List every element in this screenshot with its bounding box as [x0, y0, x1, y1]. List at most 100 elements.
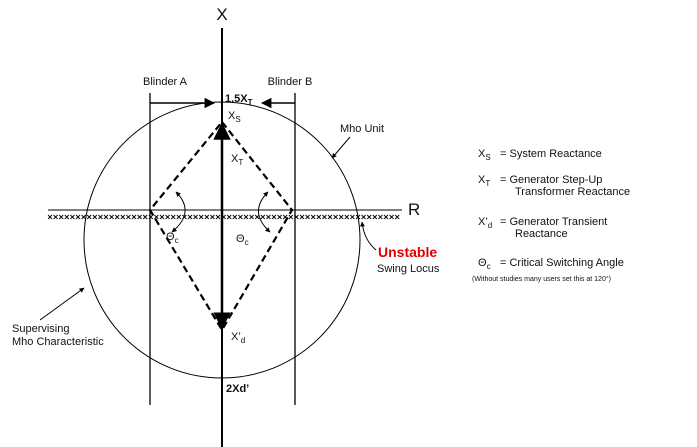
locus-cross	[137, 214, 142, 220]
locus-cross	[394, 214, 400, 220]
locus-cross	[333, 214, 338, 220]
locus-cross	[288, 214, 294, 220]
sym: X	[478, 148, 486, 160]
locus-cross	[210, 214, 215, 220]
locus-cross	[254, 214, 260, 220]
sym: Θ	[166, 231, 175, 243]
sym-sub: S	[235, 115, 240, 124]
locus-cross	[299, 214, 305, 220]
diamond	[148, 120, 294, 333]
legend-text: = Generator Transient	[500, 216, 607, 228]
locus-cross	[350, 214, 355, 220]
mho-unit-label: Mho Unit	[340, 123, 384, 135]
sym: Θ	[236, 233, 245, 245]
blinder-a-label: Blinder A	[143, 76, 188, 88]
mho-unit-arrow	[331, 136, 351, 159]
locus-cross	[86, 214, 92, 220]
legend-symbol: XT	[478, 174, 490, 188]
locus-cross	[58, 214, 64, 220]
locus-cross	[322, 214, 327, 220]
mho-circle	[83, 101, 361, 379]
locus-cross	[70, 214, 75, 220]
top-label-main: 1.5X	[225, 93, 248, 105]
locus-cross	[282, 214, 288, 220]
locus-cross	[187, 214, 193, 220]
angle-arc	[258, 191, 271, 233]
locus-cross	[316, 214, 322, 220]
locus-cross	[266, 214, 271, 220]
locus-cross	[260, 214, 266, 220]
sym-sub: d	[241, 336, 245, 345]
locus-cross	[109, 214, 114, 220]
sym: X’	[478, 216, 488, 228]
locus-cross	[271, 214, 277, 220]
locus-cross	[176, 214, 182, 220]
locus-cross	[372, 214, 378, 220]
swing-locus-label: Swing Locus	[377, 263, 440, 275]
locus-cross	[114, 214, 120, 220]
blinder-b-label: Blinder B	[268, 76, 313, 88]
legend-symbol: Θc	[478, 257, 491, 271]
locus-cross	[198, 214, 204, 220]
locus-cross	[249, 214, 254, 220]
legend-text: = Critical Switching Angle	[500, 257, 624, 269]
locus-cross	[92, 214, 98, 220]
locus-cross	[238, 214, 243, 220]
locus-cross	[120, 214, 126, 220]
sym-sub: S	[485, 153, 490, 162]
swing-locus	[47, 214, 400, 220]
x-axis-label: X	[216, 5, 227, 24]
locus-cross	[305, 214, 310, 220]
top-label-sub: T	[248, 98, 253, 107]
angle-arc	[171, 191, 186, 233]
locus-cross	[389, 214, 394, 220]
locus-cross	[355, 214, 361, 220]
locus-cross	[148, 214, 154, 220]
locus-cross	[226, 214, 232, 220]
locus-cross	[182, 214, 187, 220]
locus-cross	[131, 214, 137, 220]
locus-cross	[81, 214, 86, 220]
locus-cross	[294, 214, 299, 220]
bottom-label: 2Xd’	[226, 383, 249, 395]
locus-cross	[126, 214, 131, 220]
xd-label: X’d	[231, 331, 245, 345]
supervising-arrow	[39, 287, 85, 321]
locus-cross	[277, 214, 282, 220]
locus-cross	[47, 214, 53, 220]
locus-cross	[204, 214, 210, 220]
legend-text: = System Reactance	[500, 148, 602, 160]
locus-cross	[232, 214, 238, 220]
xt-label: XT	[231, 153, 243, 167]
locus-cross	[159, 214, 165, 220]
sym-sub: c	[175, 236, 179, 245]
unstable-label: Unstable	[378, 244, 437, 260]
legend-note: (Without studies many users set this at …	[472, 275, 611, 283]
supervising-label: Mho Characteristic	[12, 336, 104, 348]
locus-cross	[142, 214, 148, 220]
locus-cross	[165, 214, 170, 220]
locus-cross	[243, 214, 249, 220]
legend-symbol: XS	[478, 148, 491, 162]
locus-cross	[154, 214, 159, 220]
angle-label: Θc	[236, 233, 249, 247]
sym-sub: d	[488, 221, 492, 230]
locus-cross	[327, 214, 333, 220]
xs-label: XS	[228, 110, 241, 124]
legend: XS = System Reactance XT = Generator Step-U…	[478, 148, 630, 271]
sym: X	[231, 153, 239, 165]
locus-cross	[103, 214, 109, 220]
top-label: 1.5XT	[225, 93, 253, 107]
locus-cross	[383, 214, 389, 220]
angle-label: Θc	[166, 231, 179, 245]
legend-text: = Generator Step-Up	[500, 174, 602, 186]
sym: Θ	[478, 257, 487, 269]
locus-cross	[215, 214, 221, 220]
locus-cross	[98, 214, 103, 220]
r-axis-label: R	[408, 200, 420, 219]
locus-cross	[310, 214, 316, 220]
locus-cross	[361, 214, 366, 220]
locus-cross	[338, 214, 344, 220]
legend-text: Transformer Reactance	[515, 186, 630, 198]
